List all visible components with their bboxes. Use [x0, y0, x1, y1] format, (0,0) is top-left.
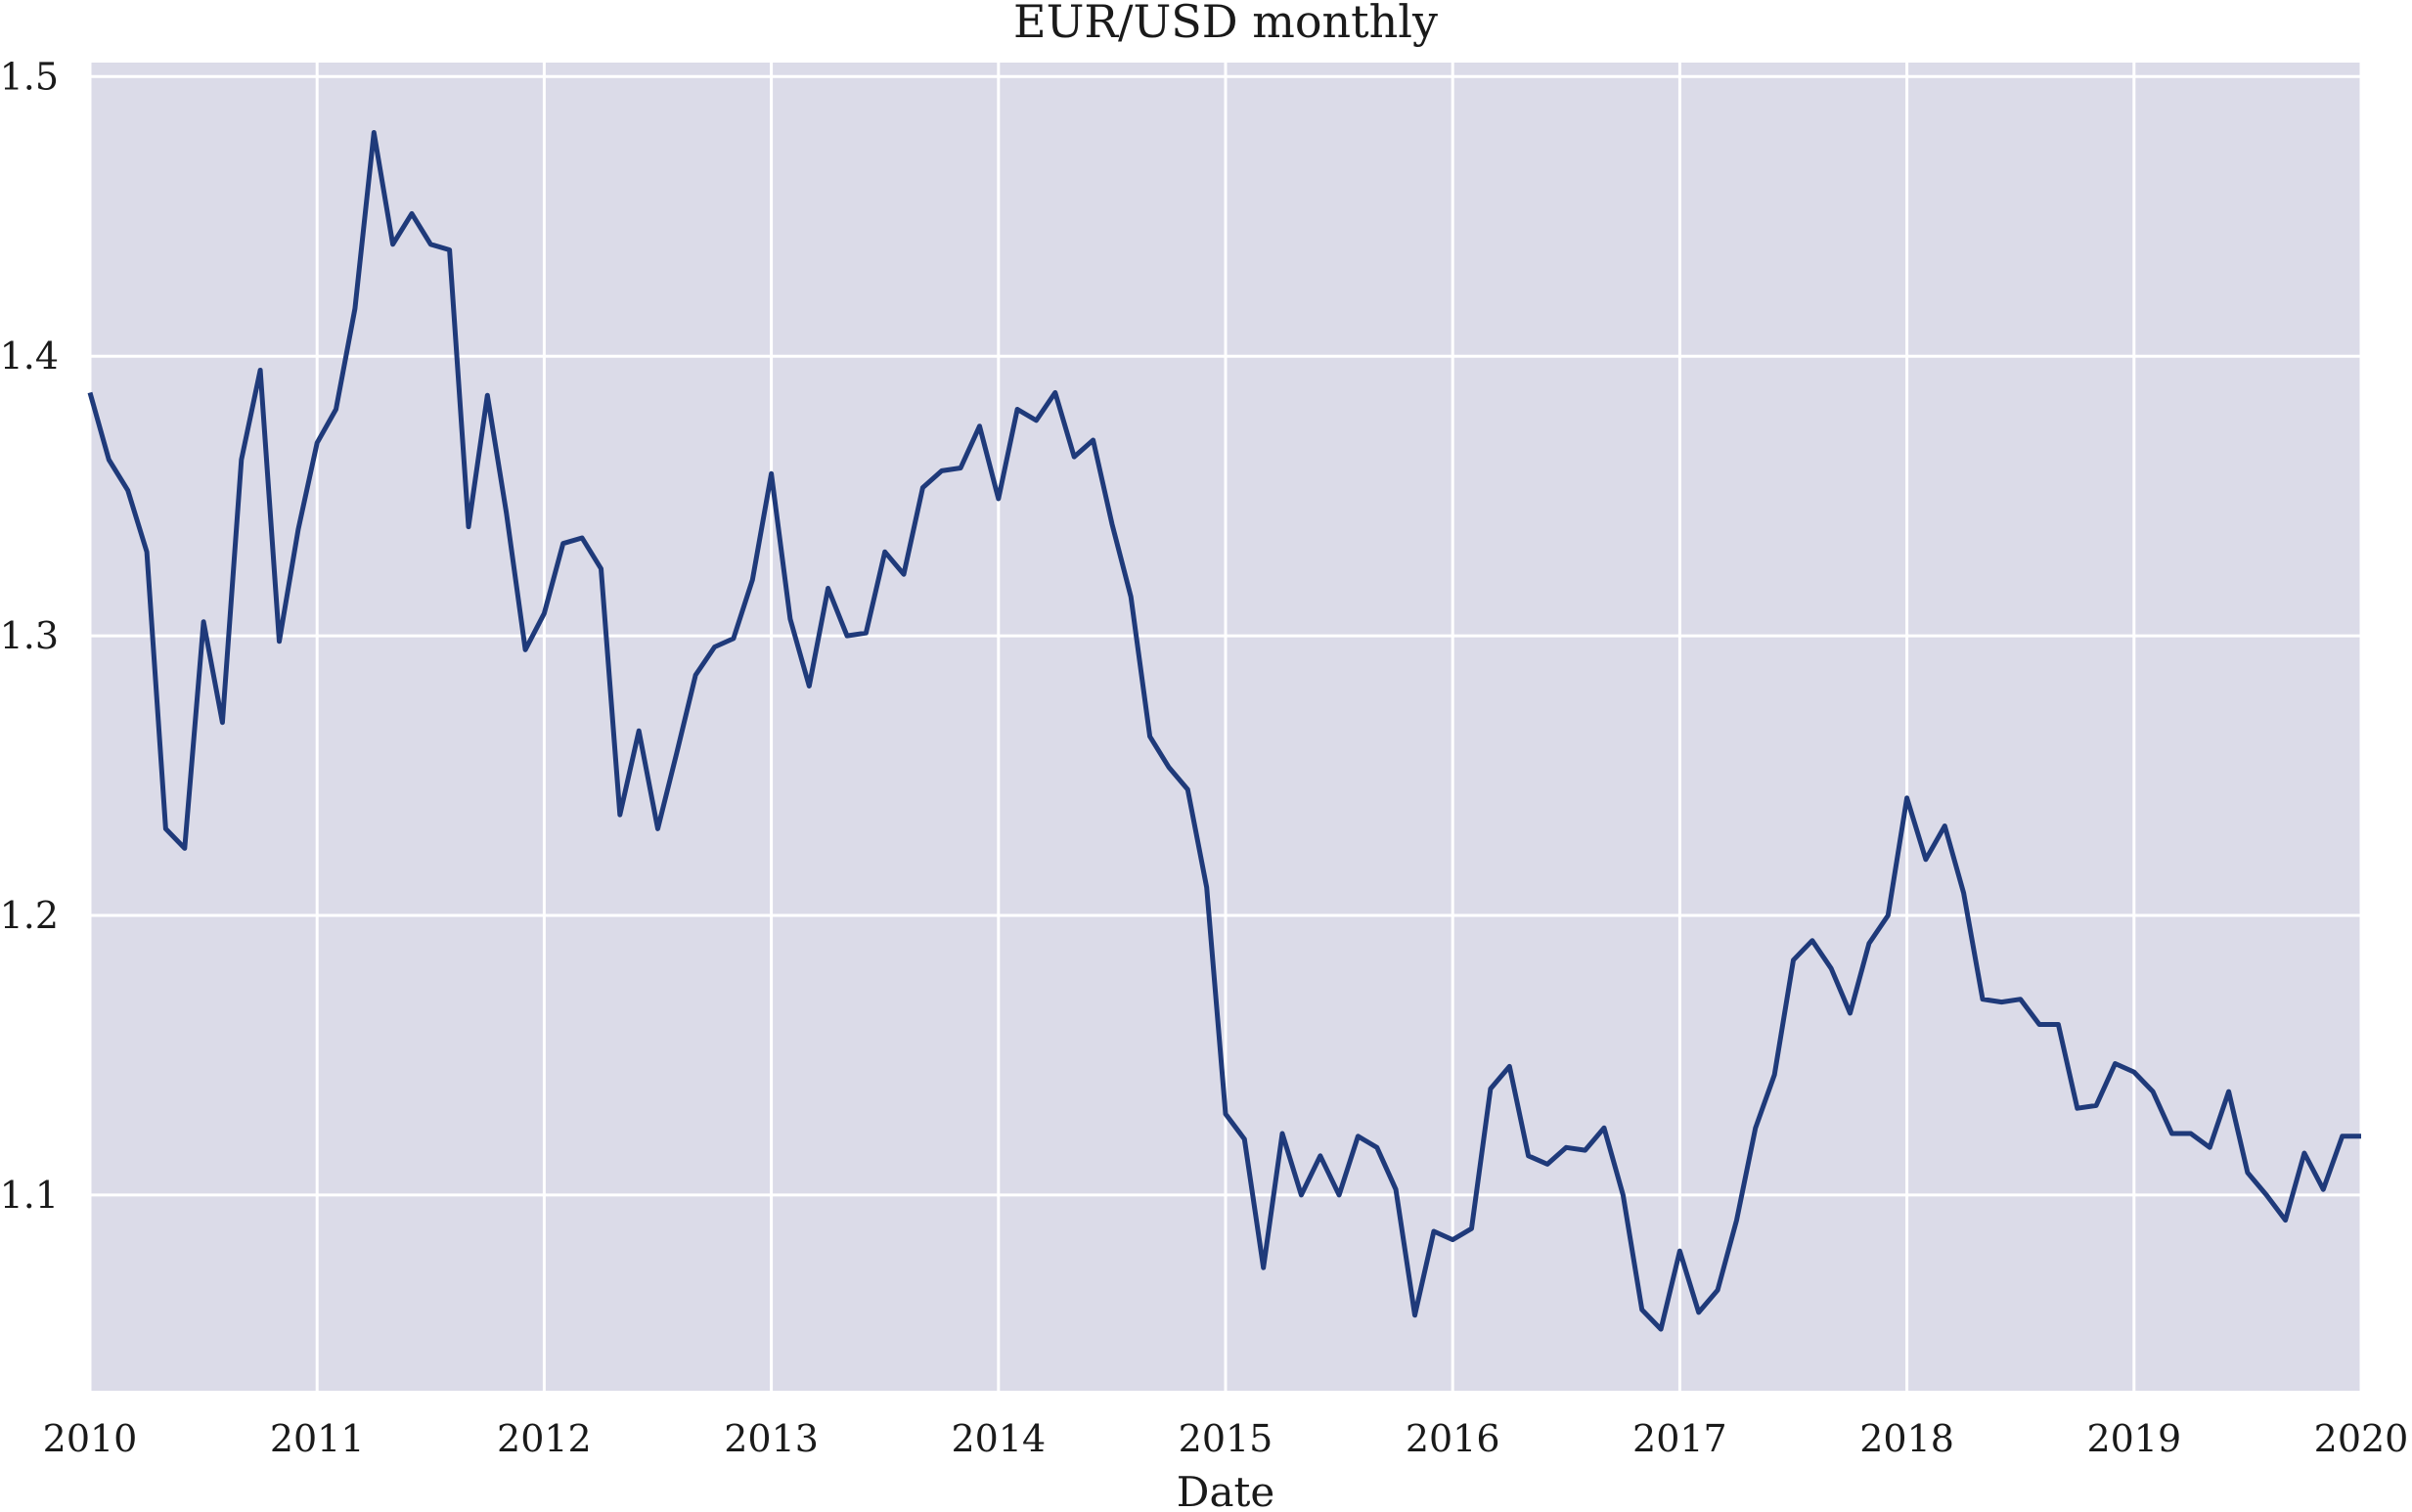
x-tick-2017: 2017 [1632, 1417, 1727, 1460]
y-tick-labels: 1.1 1.2 1.3 1.4 1.5 [0, 55, 59, 1217]
x-tick-2010: 2010 [43, 1417, 138, 1460]
y-gridlines [90, 74, 2361, 1197]
x-tick-2014: 2014 [951, 1417, 1046, 1460]
y-tick-1.5: 1.5 [0, 55, 59, 98]
x-tick-2011: 2011 [270, 1417, 365, 1460]
x-tick-2016: 2016 [1406, 1417, 1500, 1460]
x-tick-2018: 2018 [1859, 1417, 1954, 1460]
x-axis-label: Date [1177, 1468, 1274, 1512]
y-tick-1.4: 1.4 [0, 334, 59, 378]
x-gridlines [88, 63, 2363, 1391]
x-tick-2015: 2015 [1179, 1417, 1273, 1460]
y-tick-1.1: 1.1 [0, 1174, 59, 1217]
x-tick-2020: 2020 [2314, 1417, 2409, 1460]
x-tick-labels: 2010 2011 2012 2013 2014 2015 2016 2017 2018 2019… [43, 1417, 2409, 1460]
x-tick-2019: 2019 [2086, 1417, 2181, 1460]
y-tick-1.3: 1.3 [0, 614, 59, 657]
y-tick-1.2: 1.2 [0, 894, 59, 937]
x-tick-2013: 2013 [724, 1417, 819, 1460]
series-line-0 [87, 130, 2361, 1332]
x-tick-2012: 2012 [497, 1417, 592, 1460]
series-group [87, 130, 2361, 1332]
chart-title: EUR/USD monthly [1013, 0, 1438, 48]
